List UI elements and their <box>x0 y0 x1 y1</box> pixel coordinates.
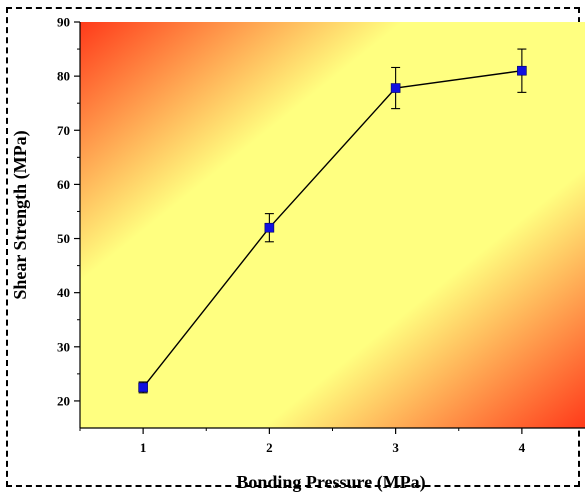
data-point-marker <box>264 222 275 233</box>
data-point-marker <box>517 65 527 76</box>
y-tick-label: 50 <box>57 231 70 246</box>
y-tick-label: 60 <box>57 177 70 192</box>
x-axis-title: Bonding Pressure (MPa) <box>236 472 425 493</box>
y-tick-label: 40 <box>57 285 70 300</box>
y-axis-title: Shear Strength (MPa) <box>10 130 31 299</box>
data-point-marker <box>138 382 148 393</box>
x-tick-label: 2 <box>266 440 273 455</box>
y-tick-label: 30 <box>57 339 70 354</box>
data-point-marker <box>390 83 401 93</box>
y-tick-label: 90 <box>57 15 70 30</box>
series-line <box>142 70 522 388</box>
y-tick-label: 20 <box>57 393 70 408</box>
y-tick-label: 80 <box>57 69 70 84</box>
plot-background <box>80 22 585 428</box>
x-tick-label: 3 <box>392 440 399 455</box>
x-tick-label: 1 <box>140 440 147 455</box>
x-tick-label: 4 <box>519 440 526 455</box>
y-tick-label: 70 <box>57 123 70 138</box>
